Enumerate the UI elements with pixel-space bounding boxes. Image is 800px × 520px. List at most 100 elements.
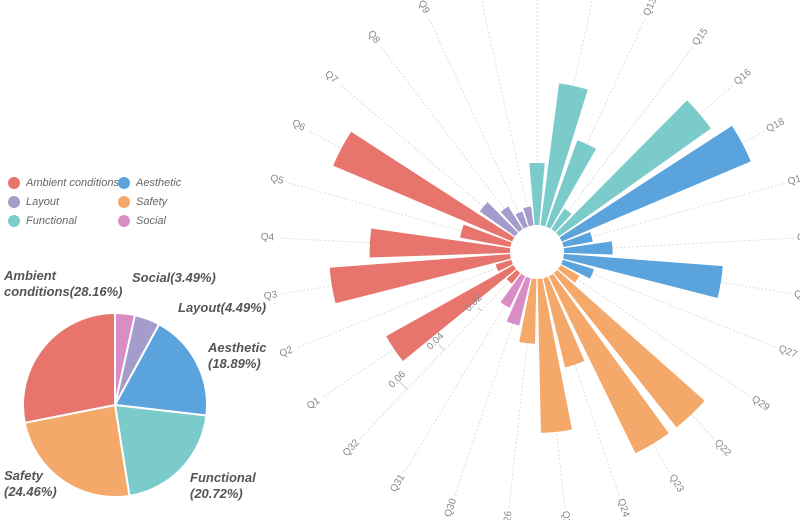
category-label: Q24 [615,497,632,519]
radial-bar [562,232,593,248]
radial-bar [551,208,572,233]
spoke [542,0,593,226]
radial-bar [500,273,526,308]
spoke [563,255,792,295]
spoke [428,17,527,228]
spoke [380,46,522,231]
spoke [561,261,777,348]
category-label: Q4 [260,232,274,244]
category-label: Q8 [365,29,382,47]
category-label: Q6 [290,118,307,134]
spoke [340,84,517,235]
legend-label: Ambient conditions [25,177,119,189]
pie-label: Ambient conditions(28.16%) [4,268,123,299]
radial-bar [519,278,537,344]
spoke [508,278,535,509]
pie-slice [22,311,116,424]
radial-bar [529,162,545,226]
radial-bar [561,259,594,279]
category-label: Q25 [560,510,573,520]
spoke [552,46,694,231]
category-label: Q13 [642,0,660,18]
pie-label: Layout(4.49%) [178,300,267,315]
radial-bar [553,269,705,428]
legend-label: Safety [136,196,169,208]
radial-bar [506,269,521,284]
category-label: Q7 [322,69,340,86]
category-label: Q23 [666,472,685,494]
category-label: Q15 [690,26,710,48]
category-label: Q20 [797,231,800,243]
category-label: Q32 [341,437,362,459]
spoke [545,277,620,497]
radial-bar [543,276,585,368]
spoke [323,266,515,398]
spoke [454,277,529,497]
pie-label: Functional (20.72%) [190,470,256,501]
category-label: Q26 [501,510,514,520]
pie-slice [113,322,208,417]
category-label: Q9 [416,0,432,16]
r-tick [477,307,482,312]
category-label: Q16 [732,67,754,88]
radial-bar [559,125,751,242]
radial-bar [557,265,580,283]
r-tick [438,344,445,351]
legend-swatch [118,215,130,227]
pie-slice [113,403,208,498]
radial-bar [548,273,669,454]
pie-label: Social(3.49%) [132,270,216,285]
spoke [557,84,734,235]
radial-bar [386,265,517,361]
pie-slice [23,403,131,498]
category-label: Q29 [749,394,771,414]
category-label: Q5 [269,173,285,187]
category-label: Q30 [443,497,460,519]
legend-label: Aesthetic [135,177,182,189]
radial-bar [495,259,513,272]
r-tick [399,381,408,390]
radial-bar [460,224,512,248]
spoke [403,274,524,474]
spoke [481,0,532,226]
spoke [547,17,646,228]
category-label: Q19 [787,172,800,188]
legend-label: Social [136,215,167,227]
radial-bar [479,202,519,237]
spoke [539,278,566,509]
spoke [563,237,795,252]
legend-label: Functional [26,215,77,227]
radial-bar [515,211,528,229]
radial-bar [563,241,613,255]
legend-swatch [118,177,130,189]
legend-swatch [8,177,20,189]
radial-bar [329,254,511,304]
category-label: Q1 [305,395,323,412]
radial-bar [333,131,515,242]
spoke [562,182,786,246]
radial-bar [537,278,573,433]
radial-bar [500,206,523,233]
pie-label: Aesthetic (18.89%) [208,340,267,371]
radial-bar [523,206,534,227]
category-label: Q31 [388,472,407,494]
spoke [359,271,519,440]
spoke [282,255,511,295]
pie-label: Safety (24.46%) [4,468,57,499]
category-label: Q2 [278,344,295,359]
spoke [297,261,513,348]
radial-bar [563,254,723,298]
radial-bar [506,276,531,326]
radial-bar [546,140,597,229]
category-label: Q18 [765,116,787,135]
spoke [559,266,751,398]
legend-label: Layout [26,196,60,208]
spoke [288,182,512,246]
category-label: Q22 [712,437,733,459]
category-label: Q27 [777,343,799,360]
legend-swatch [8,215,20,227]
category-label: Q21 [793,289,800,303]
radial-bar [555,100,711,237]
